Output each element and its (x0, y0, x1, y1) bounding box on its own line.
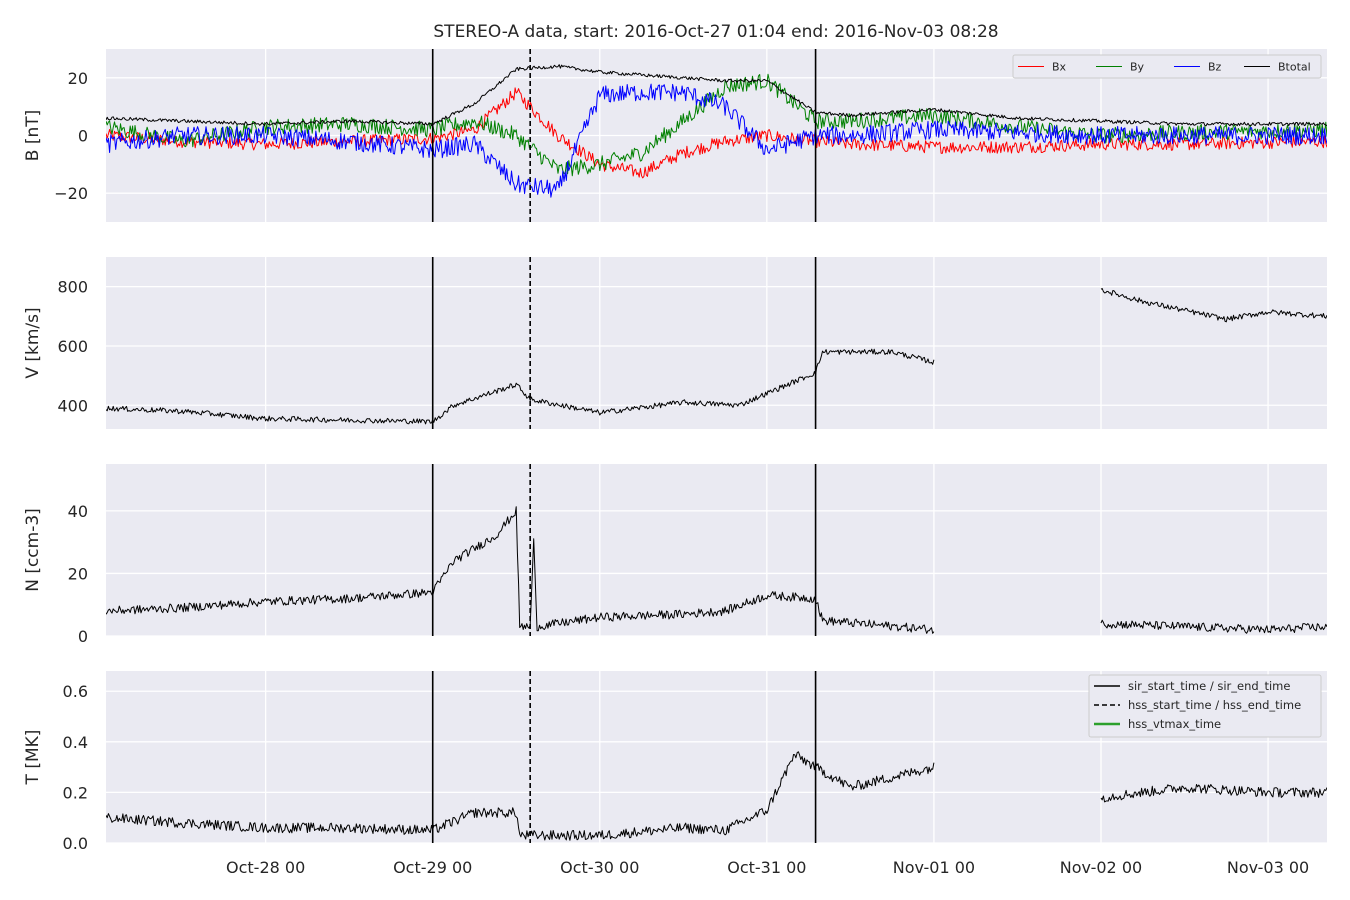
series-group (106, 288, 1327, 425)
legend-events: sir_start_time / sir_end_time hss_start_t… (1088, 674, 1322, 738)
y-tick-label: 40 (68, 502, 88, 521)
series-group (106, 64, 1327, 198)
chart-title: STEREO-A data, start: 2016-Oct-27 01:04 … (433, 22, 998, 42)
legend-label-event: hss_start_time / hss_end_time (1128, 698, 1301, 712)
x-tick-label: Nov-02 00 (1060, 858, 1142, 877)
x-tick-label: Nov-03 00 (1227, 858, 1309, 877)
y-axis-label: T [MK] (23, 730, 43, 786)
y-tick-label: 0.0 (63, 834, 88, 853)
y-tick-label: 600 (57, 337, 88, 356)
y-tick-label: 800 (57, 278, 88, 297)
panel-3: 0 20 40 N [ccm-3] (23, 464, 1327, 646)
y-tick-label: 0 (78, 627, 88, 646)
series-line-bz (106, 83, 1327, 198)
series-line-data (106, 288, 1327, 425)
y-tick-label: 400 (57, 396, 88, 415)
series-line-by (106, 73, 1327, 177)
legend-frame (1088, 674, 1322, 738)
x-tick-label: Oct-29 00 (393, 858, 472, 877)
legend-label-event: hss_vtmax_time (1128, 717, 1221, 731)
legend-label-event: sir_start_time / sir_end_time (1128, 679, 1290, 693)
series-group (106, 506, 1327, 634)
legend-b-field: Bx By Bz Btotal (1012, 54, 1322, 79)
x-tick-label: Oct-31 00 (727, 858, 806, 877)
legend-label-bx: Bx (1052, 61, 1067, 74)
series-line-data (106, 506, 1327, 634)
legend-label-btotal: Btotal (1278, 61, 1311, 74)
plot-background (106, 257, 1327, 429)
legend-frame (1012, 54, 1322, 79)
series-line-data (106, 751, 1327, 841)
x-tick-label: Oct-28 00 (226, 858, 305, 877)
y-tick-label: 0.6 (63, 682, 88, 701)
y-tick-label: 0.4 (63, 733, 88, 752)
y-axis-label: V [km/s] (23, 307, 43, 378)
y-tick-label: −20 (54, 184, 88, 203)
y-tick-label: 20 (68, 564, 88, 583)
y-tick-label: 0 (78, 127, 88, 146)
plot-background (106, 464, 1327, 636)
y-axis-label: B [nT] (23, 110, 43, 162)
series-group (106, 751, 1327, 841)
series-line-btotal (106, 64, 1327, 127)
x-tick-label: Nov-01 00 (893, 858, 975, 877)
y-axis-label: N [ccm-3] (23, 508, 43, 592)
panel-2: 400 600 800 V [km/s] (23, 257, 1327, 429)
y-tick-label: 20 (68, 69, 88, 88)
legend-label-by: By (1130, 61, 1145, 74)
panels: −20 0 20 B [nT] 400 600 800 V [km/s] 0 20 40 N [ccm… (23, 49, 1327, 877)
y-tick-label: 0.2 (63, 783, 88, 802)
x-tick-label: Oct-30 00 (560, 858, 639, 877)
legend-label-bz: Bz (1208, 61, 1222, 74)
